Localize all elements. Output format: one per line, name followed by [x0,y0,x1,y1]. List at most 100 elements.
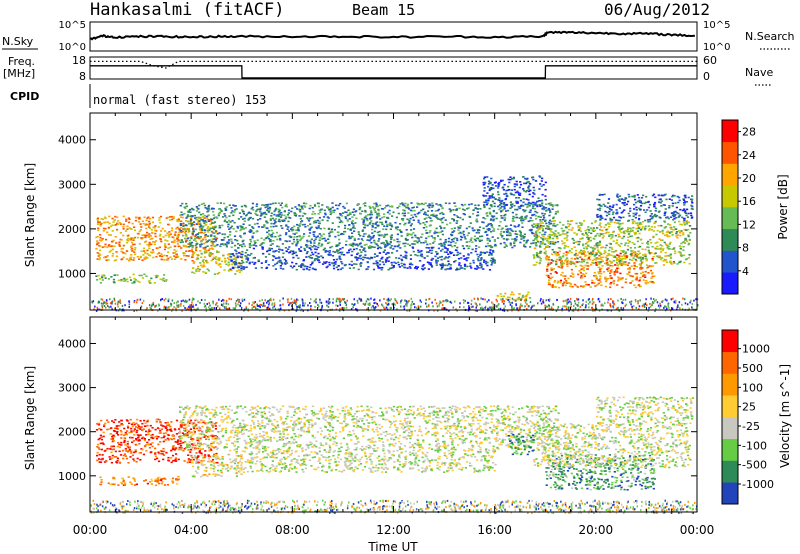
power-near-range-cell [290,302,292,305]
power-heatmap-cell-9 [482,181,485,184]
power-heatmap-cell-3 [369,236,372,238]
power-heatmap-cell-4 [276,257,279,259]
power-heatmap-cell-8 [599,218,602,220]
power-heatmap-cell-3 [269,217,272,220]
power-heatmap-cell-3 [197,208,200,210]
power-near-range-cell [482,307,484,310]
power-heatmap-cell-3 [365,215,368,217]
power-heatmap-cell-8 [655,214,659,217]
power-heatmap-cell-3 [430,235,433,237]
power-heatmap-cell-8 [668,206,671,209]
power-heatmap-cell-0 [165,258,169,261]
power-heatmap-cell-1 [192,262,195,264]
power-heatmap-cell-8 [644,211,647,213]
power-heatmap-cell-8 [629,207,632,210]
power-heatmap-cell-8 [690,200,694,202]
power-heatmap-cell-0 [146,249,149,252]
power-heatmap-cell-0 [199,231,202,234]
power-heatmap-cell-3 [439,225,442,228]
power-heatmap-cell-4 [435,259,438,262]
power-heatmap-cell-3 [552,217,555,220]
power-heatmap-cell-0 [96,235,99,238]
power-heatmap-cell-3 [487,223,490,225]
power-heatmap-cell-3 [417,219,420,222]
power-heatmap-cell-8 [681,209,684,212]
power-heatmap-cell-3 [335,244,338,246]
power-near-range-cell [259,306,261,309]
power-heatmap-cell-7 [630,229,633,231]
power-heatmap-cell-3 [259,215,262,217]
power-heatmap-cell-3 [364,209,367,212]
power-near-range-cell [342,298,345,301]
power-near-range-cell [486,300,488,303]
power-heatmap-cell-7 [544,257,547,259]
power-heatmap-cell-3 [522,237,525,239]
power-heatmap-cell-7 [643,228,647,231]
power-heatmap-cell-3 [338,221,341,224]
power-heatmap-cell-3 [416,237,419,239]
power-heatmap-cell-3 [190,224,194,226]
power-heatmap-cell-7 [668,243,671,245]
power-heatmap-cell-3 [293,225,296,228]
power-heatmap-cell-0 [134,219,137,222]
power-heatmap-cell-4 [486,261,489,264]
power-heatmap-cell-3 [294,215,298,217]
power-heatmap-cell-3 [310,238,313,241]
power-heatmap-cell-3 [548,236,551,238]
power-near-range-cell [435,302,438,305]
power-heatmap-cell-4 [234,249,237,251]
power-heatmap-cell-7 [536,239,539,242]
power-heatmap-cell-6 [649,269,653,272]
power-heatmap-cell-3 [429,230,432,232]
power-heatmap-cell-3 [414,236,417,238]
power-heatmap-cell-3 [441,212,444,214]
power-heatmap-cell-7 [672,229,675,231]
power-heatmap-cell-3 [189,245,192,247]
power-heatmap-cell-9 [542,184,545,186]
power-heatmap-cell-3 [406,234,409,237]
power-near-range-cell [240,302,242,305]
power-heatmap-cell-4 [431,247,434,249]
power-heatmap-cell-7 [610,254,613,256]
power-heatmap-cell-4 [285,262,289,264]
power-heatmap-cell-3 [229,227,232,229]
power-heatmap-cell-3 [274,207,278,210]
power-heatmap-cell-3 [181,234,185,237]
power-heatmap-cell-0 [129,257,132,260]
power-heatmap-cell-6 [646,281,650,284]
power-heatmap-cell-3 [380,221,383,224]
power-heatmap-cell-9 [527,188,530,190]
power-heatmap-cell-3 [464,203,467,206]
power-heatmap-cell-3 [337,204,340,207]
power-heatmap-cell-8 [631,195,634,198]
power-heatmap-cell-3 [375,205,378,208]
power-heatmap-cell-3 [549,222,553,225]
power-heatmap-cell-7 [542,235,545,238]
power-heatmap-cell-3 [428,206,431,209]
power-heatmap-cell-8 [669,216,673,218]
power-heatmap-cell-4 [459,252,462,255]
power-heatmap-cell-3 [365,243,368,246]
power-heatmap-cell-6 [582,253,586,255]
power-heatmap-cell-4 [268,253,271,255]
power-heatmap-cell-3 [449,222,452,224]
power-heatmap-cell-9 [513,204,516,207]
power-heatmap-cell-3 [256,222,259,225]
power-heatmap-cell-3 [479,240,482,242]
power-heatmap-cell-3 [249,216,252,219]
power-heatmap-cell-3 [208,208,211,211]
power-heatmap-cell-3 [283,219,286,222]
power-heatmap-cell-3 [505,210,508,212]
power-heatmap-cell-0 [110,245,113,247]
power-heatmap-cell-3 [220,210,223,212]
power-heatmap-cell-3 [526,205,529,208]
power-heatmap-cell-7 [567,245,570,248]
power-heatmap-cell-7 [673,221,676,224]
power-heatmap-cell-0 [207,226,210,228]
power-heatmap-cell-3 [329,231,332,233]
power-heatmap-cell-7 [639,229,642,231]
power-heatmap-cell-4 [437,247,440,250]
power-heatmap-cell-6 [547,281,551,284]
power-heatmap-cell-7 [552,223,555,225]
power-heatmap-cell-2 [116,274,119,276]
